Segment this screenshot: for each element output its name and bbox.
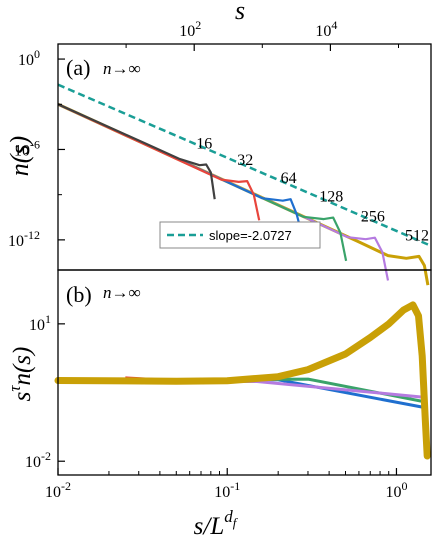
x-top-axis-title: s [235,0,245,25]
curve-a-L128 [57,103,348,262]
panel-b: 10-2 10-1 100 101 10-2 (b) n→∞ sτn(s) s/Ldf [5,269,432,540]
y-axis-title-b-rest: n(s) [9,347,36,386]
curve-b-L128 [57,377,428,444]
legend-box [159,221,321,249]
y-axis-title-a: n(s) [5,136,34,176]
curve-a-L512 [57,102,430,286]
panel-a-size-labels: 16 32 64 128 256 512 [196,136,429,245]
panel-b-label: (b) [66,282,92,307]
curve-a-L64 [57,103,305,241]
legend: slope=-2.0727 [159,221,321,249]
y-axis-title-b-exp: τ [5,385,24,392]
curve-a-L16 [57,103,216,200]
curve-a-L32 [57,103,261,221]
panel-a-label: (a) [66,55,90,80]
panel-b-frame [57,269,432,476]
x-bottom-title-exp: d [224,507,233,526]
curve-b-L64 [71,378,427,448]
panel-b-ticks: 10-2 10-1 100 101 10-2 [25,312,407,501]
size-label-256: 256 [361,209,385,226]
y-axis-title-b: sτn(s) [5,347,36,402]
x-top-tick-label: 104 [315,18,337,40]
panel-a-annotation: n→∞ [103,59,141,78]
legend-label: slope=-2.0727 [209,228,292,243]
x-bottom-tick-label: 10-2 [45,479,71,501]
svg-text:sτn(s): sτn(s) [5,347,36,402]
x-bottom-title-exp-sub: f [233,515,239,530]
y-tick-label-b: 101 [29,312,51,334]
x-bottom-tick-label: 100 [385,479,407,501]
curve-b-L512 [54,301,431,460]
size-label-128: 128 [319,189,343,206]
size-label-64: 64 [281,170,297,187]
y-tick-label-b: 10-2 [25,449,51,471]
x-top-tick-label: 102 [179,18,201,40]
panel-a-curves [57,102,430,286]
y-tick-label-a: 100 [18,47,40,69]
x-bottom-axis-title: s/Ldf [194,507,239,540]
panel-b-annotation: n→∞ [103,283,141,302]
panel-b-curves [54,301,431,460]
x-bottom-title-base: s/L [194,513,225,540]
size-label-32: 32 [237,152,253,169]
slope-reference-line [57,83,432,248]
size-label-16: 16 [196,136,212,153]
size-label-512: 512 [405,227,429,244]
y-tick-label-a: 10-12 [8,228,40,250]
curve-b-L256 [58,380,429,426]
x-bottom-tick-label: 10-1 [214,479,240,501]
y-axis-title-b-base: s [9,392,36,402]
